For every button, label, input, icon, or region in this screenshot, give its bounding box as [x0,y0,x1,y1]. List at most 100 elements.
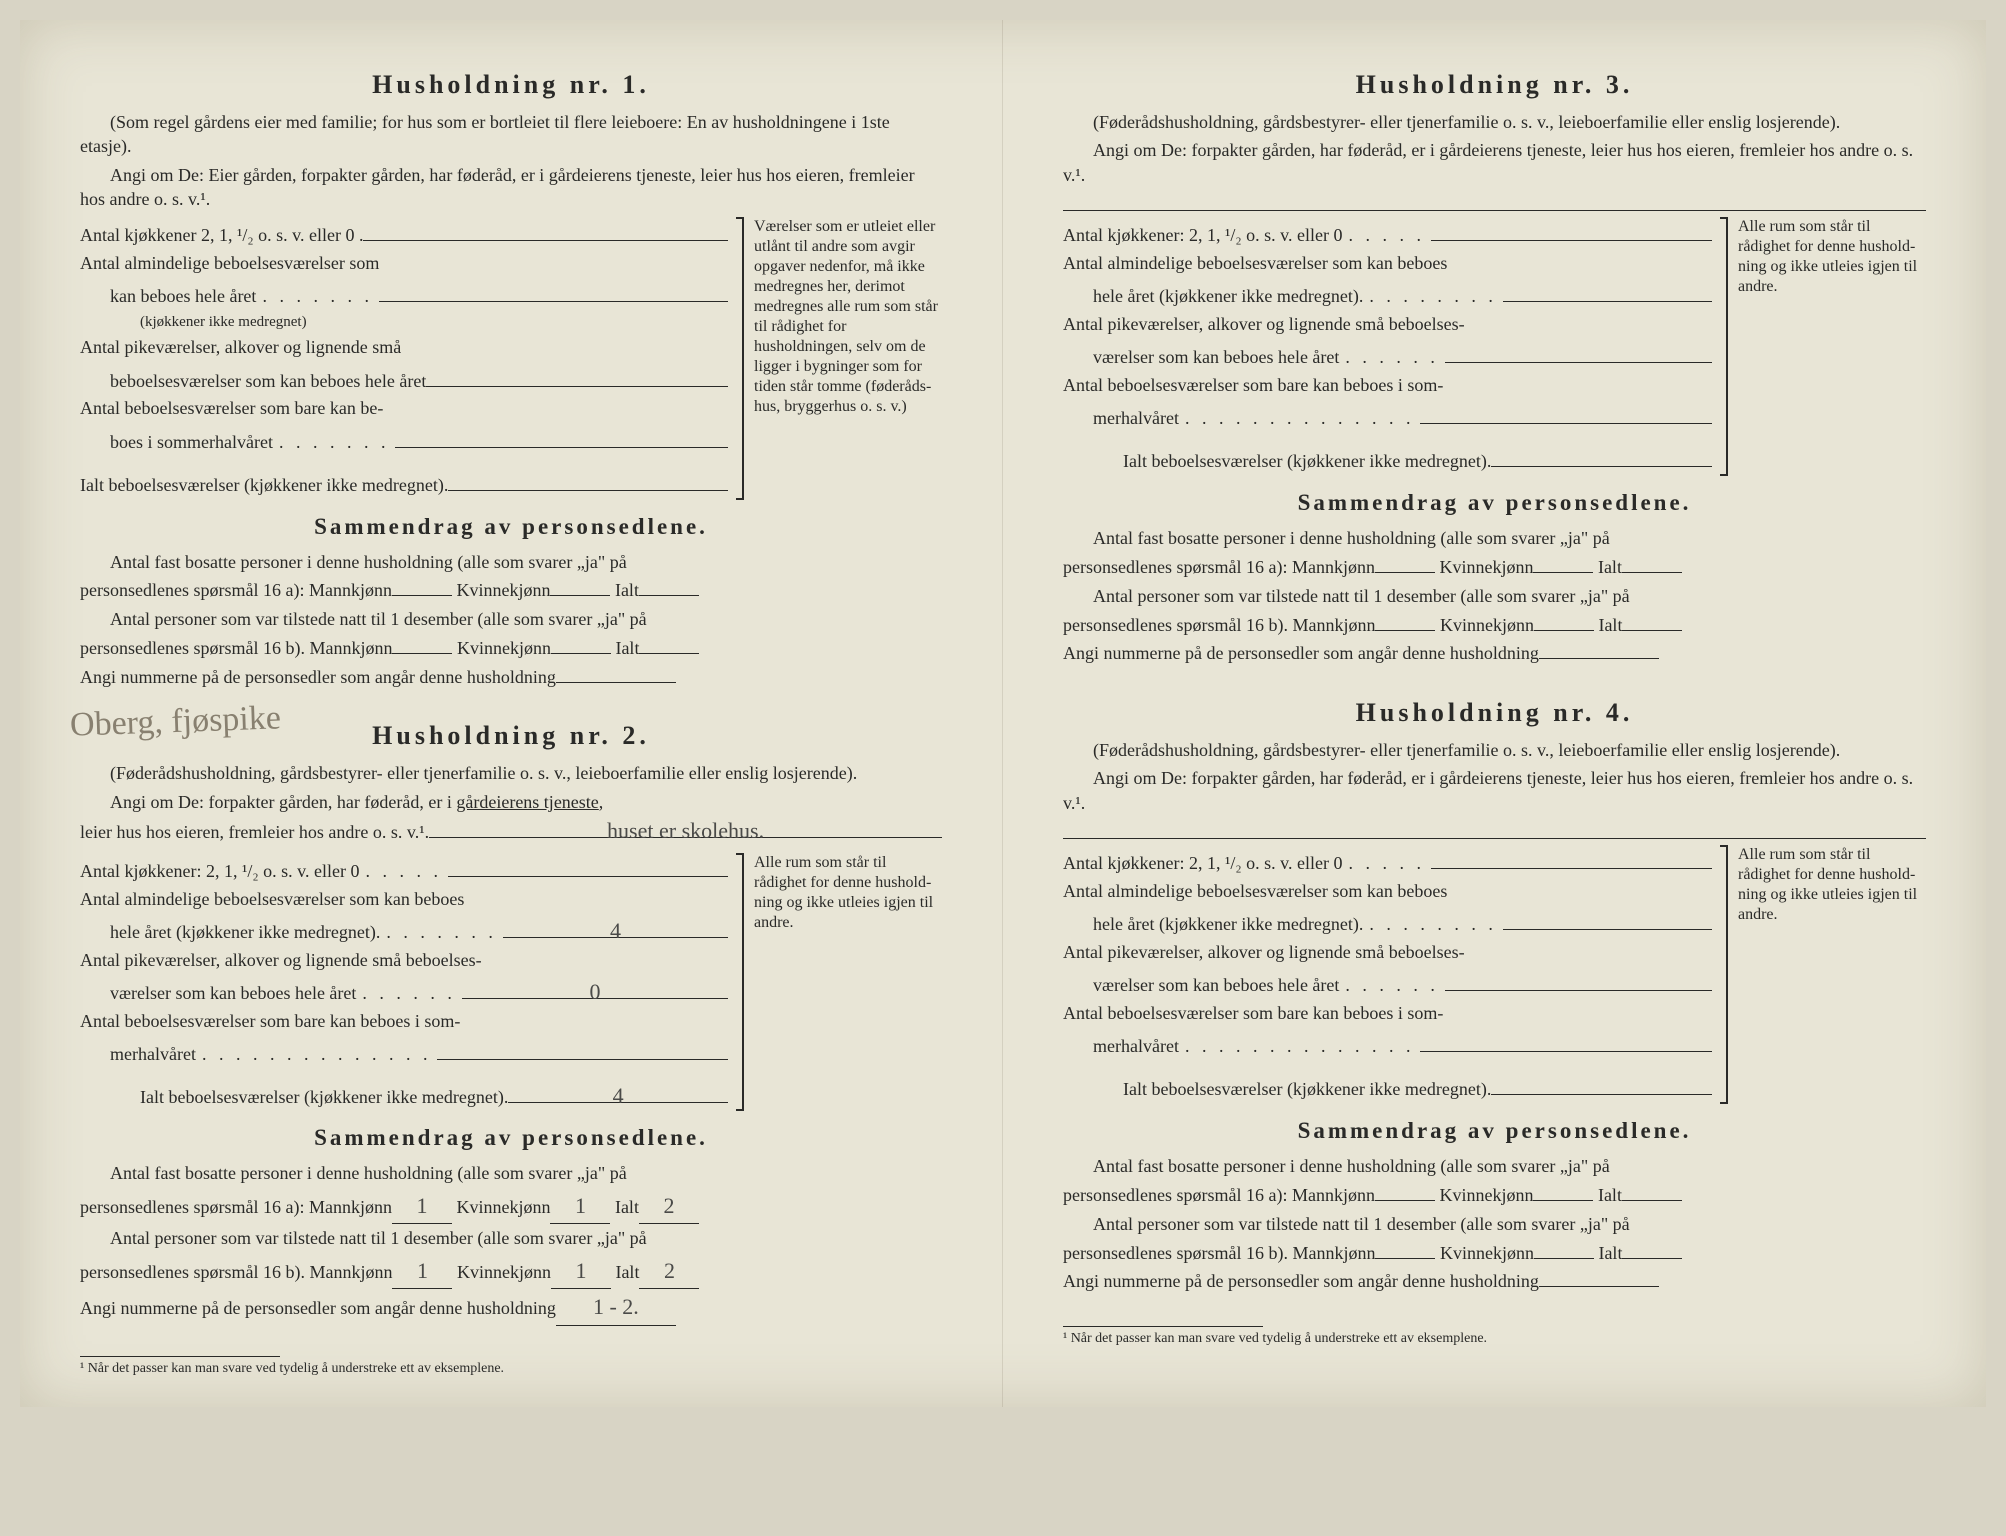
h2-sum1b: personsedlenes spørsmål 16 a): Mannkjønn… [80,1188,942,1224]
h2-mann-b: 1 [392,1253,452,1289]
h3-prompt: Angi om De: forpakter gården, har føderå… [1063,138,1926,187]
h3-kvinne-label-b: Kvinnekjønn [1440,615,1534,635]
h2-maid-val: 0 [462,975,728,999]
h4-mann-b [1375,1258,1435,1259]
h4-maid-a: Antal pikeværelser, alkover og lignende … [1063,939,1465,967]
h3-ialt-b [1622,630,1682,631]
h2-ialt-a: 2 [639,1188,699,1224]
h4-mann-a [1375,1200,1435,1201]
h1-ialt-label-b: Ialt [615,638,639,658]
h1-numbers-line: Angi nummerne på de personsedler som ang… [80,663,942,692]
h3-living-a: Antal almindelige beboelsesværelser som … [1063,250,1447,278]
h3-mann-b [1375,630,1435,631]
h1-maid-a: Antal pikeværelser, alkover og lignende … [80,334,401,362]
h2-numbers-val: 1 - 2. [556,1289,676,1325]
h3-maid-b: værelser som kan beboes hele året [1063,344,1339,372]
h1-maid-blank [426,362,728,386]
h2-sum2a: Antal personer som var tilstede natt til… [80,1224,942,1253]
h4-rooms-list: Antal kjøkkener: 2, 1, ¹/₂ o. s. v. elle… [1063,845,1712,1104]
h2-summer-b: merhalvåret [80,1041,196,1069]
h1-title: Husholdning nr. 1. [80,70,942,100]
h2-numbers-line: Angi nummerne på de personsedler som ang… [80,1289,942,1325]
h1-living-b: kan beboes hele året [80,283,256,311]
h3-total: Ialt beboelsesværelser (kjøkkener ikke m… [1063,448,1491,476]
section-household-2: Oberg, fjøspike Husholdning nr. 2. (Føde… [80,721,942,1325]
h3-subtitle: (Føderådshusholdning, gårdsbestyrer- ell… [1063,110,1926,134]
h1-numbers-blank [556,682,676,683]
h1-kvinne-label-a: Kvinnekjønn [456,580,550,600]
h4-sum2b-label: personsedlenes spørsmål 16 b). Mannkjønn [1063,1243,1375,1263]
h3-total-blank [1491,443,1712,467]
h2-margin-note: Alle rum som står til rådighet for denne… [742,853,942,1112]
h1-ialt-a [639,595,699,596]
h1-living-blank [379,278,728,302]
h3-ialt-label-b: Ialt [1598,615,1622,635]
h1-kitchens: Antal kjøkkener 2, 1, ¹/₂ o. s. v. eller… [80,222,363,250]
h2-prompt-answer: huset er skolehus. [429,814,942,838]
h4-summary-title: Sammendrag av personsedlene. [1063,1118,1926,1144]
h2-summer-blank [437,1036,728,1060]
h4-total-blank [1491,1071,1712,1095]
h2-rooms-block: Antal kjøkkener: 2, 1, ¹/₂ o. s. v. elle… [80,853,942,1112]
h2-summary-title: Sammendrag av personsedlene. [80,1125,942,1151]
h1-sum1b-label: personsedlenes spørsmål 16 a): Mannkjønn [80,580,392,600]
h4-summer-blank [1420,1028,1712,1052]
h2-sum1a: Antal fast bosatte personer i denne hush… [80,1159,942,1188]
h4-summer-b: merhalvåret [1063,1033,1179,1061]
h1-prompt: Angi om De: Eier gården, forpakter gårde… [80,163,942,212]
h3-kvinne-label-a: Kvinnekjønn [1439,557,1533,577]
h2-summer-a: Antal beboelsesværelser som bare kan beb… [80,1008,460,1036]
h1-ialt-b [639,653,699,654]
h1-sum1b: personsedlenes spørsmål 16 a): Mannkjønn… [80,576,942,605]
h3-kitchens-blank [1431,217,1712,241]
h4-total: Ialt beboelsesværelser (kjøkkener ikke m… [1063,1076,1491,1104]
h1-living-note: (kjøkkener ikke medregnet) [80,311,307,334]
h4-prompt-blank [1063,815,1926,839]
h2-maid-b: værelser som kan beboes hele året [80,980,356,1008]
h2-living-b: hele året (kjøkkener ikke medregnet). [80,919,380,947]
h4-kvinne-b [1534,1258,1594,1259]
h1-sum2a: Antal personer som var tilstede natt til… [80,605,942,634]
h4-kitchens: Antal kjøkkener: 2, 1, ¹/₂ o. s. v. elle… [1063,850,1342,878]
h3-margin-note: Alle rum som står til rådighet for denne… [1726,217,1926,476]
footnote-rule-right [1063,1326,1263,1327]
h3-sum1a: Antal fast bosatte personer i denne hush… [1063,524,1926,553]
h2-maid-a: Antal pikeværelser, alkover og lignende … [80,947,482,975]
h3-summer-a: Antal beboelsesværelser som bare kan beb… [1063,372,1443,400]
footnote-left: ¹ Når det passer kan man svare ved tydel… [80,1361,942,1377]
h2-sum1b-label: personsedlenes spørsmål 16 a): Mannkjønn [80,1197,392,1217]
h2-mann-a: 1 [392,1188,452,1224]
h4-summer-a: Antal beboelsesværelser som bare kan beb… [1063,1000,1443,1028]
h3-living-b: hele året (kjøkkener ikke medregnet). [1063,283,1363,311]
h4-ialt-a [1622,1200,1682,1201]
footnote-rule-left [80,1356,280,1357]
h1-summary-title: Sammendrag av personsedlene. [80,514,942,540]
h4-kvinne-a [1533,1200,1593,1201]
h1-sum2b: personsedlenes spørsmål 16 b). Mannkjønn… [80,634,942,663]
h1-mann-a [392,595,452,596]
h3-living-blank [1503,278,1712,302]
h1-total-blank [448,466,728,490]
h2-prompt-a: Angi om De: forpakter gården, har føderå… [110,792,456,812]
h3-maid-blank [1445,339,1712,363]
h4-margin-note: Alle rum som står til rådighet for denne… [1726,845,1926,1104]
h1-maid-b: beboelsesværelser som kan beboes hele år… [80,368,426,396]
section-household-4: Husholdning nr. 4. (Føderådshusholdning,… [1063,698,1926,1296]
h2-kitchens: Antal kjøkkener: 2, 1, ¹/₂ o. s. v. elle… [80,858,359,886]
h1-ialt-label-a: Ialt [615,580,639,600]
h2-sum2b-label: personsedlenes spørsmål 16 b). Mannkjønn [80,1262,392,1282]
h3-sum1b-label: personsedlenes spørsmål 16 a): Mannkjønn [1063,557,1375,577]
h2-total-val: 4 [508,1079,728,1103]
h3-kvinne-b [1534,630,1594,631]
h2-kvinne-a: 1 [550,1188,610,1224]
h4-sum2b: personsedlenes spørsmål 16 b). Mannkjønn… [1063,1239,1926,1268]
h1-sum1a: Antal fast bosatte personer i denne hush… [80,548,942,577]
h3-summary-title: Sammendrag av personsedlene. [1063,490,1926,516]
h1-rooms-block: Antal kjøkkener 2, 1, ¹/₂ o. s. v. eller… [80,217,942,499]
h4-kvinne-label-b: Kvinnekjønn [1440,1243,1534,1263]
h1-numbers-label: Angi nummerne på de personsedler som ang… [80,667,556,687]
h2-kvinne-label-a: Kvinnekjønn [456,1197,550,1217]
h3-mann-a [1375,572,1435,573]
h2-ialt-label-a: Ialt [615,1197,639,1217]
h4-ialt-label-b: Ialt [1598,1243,1622,1263]
